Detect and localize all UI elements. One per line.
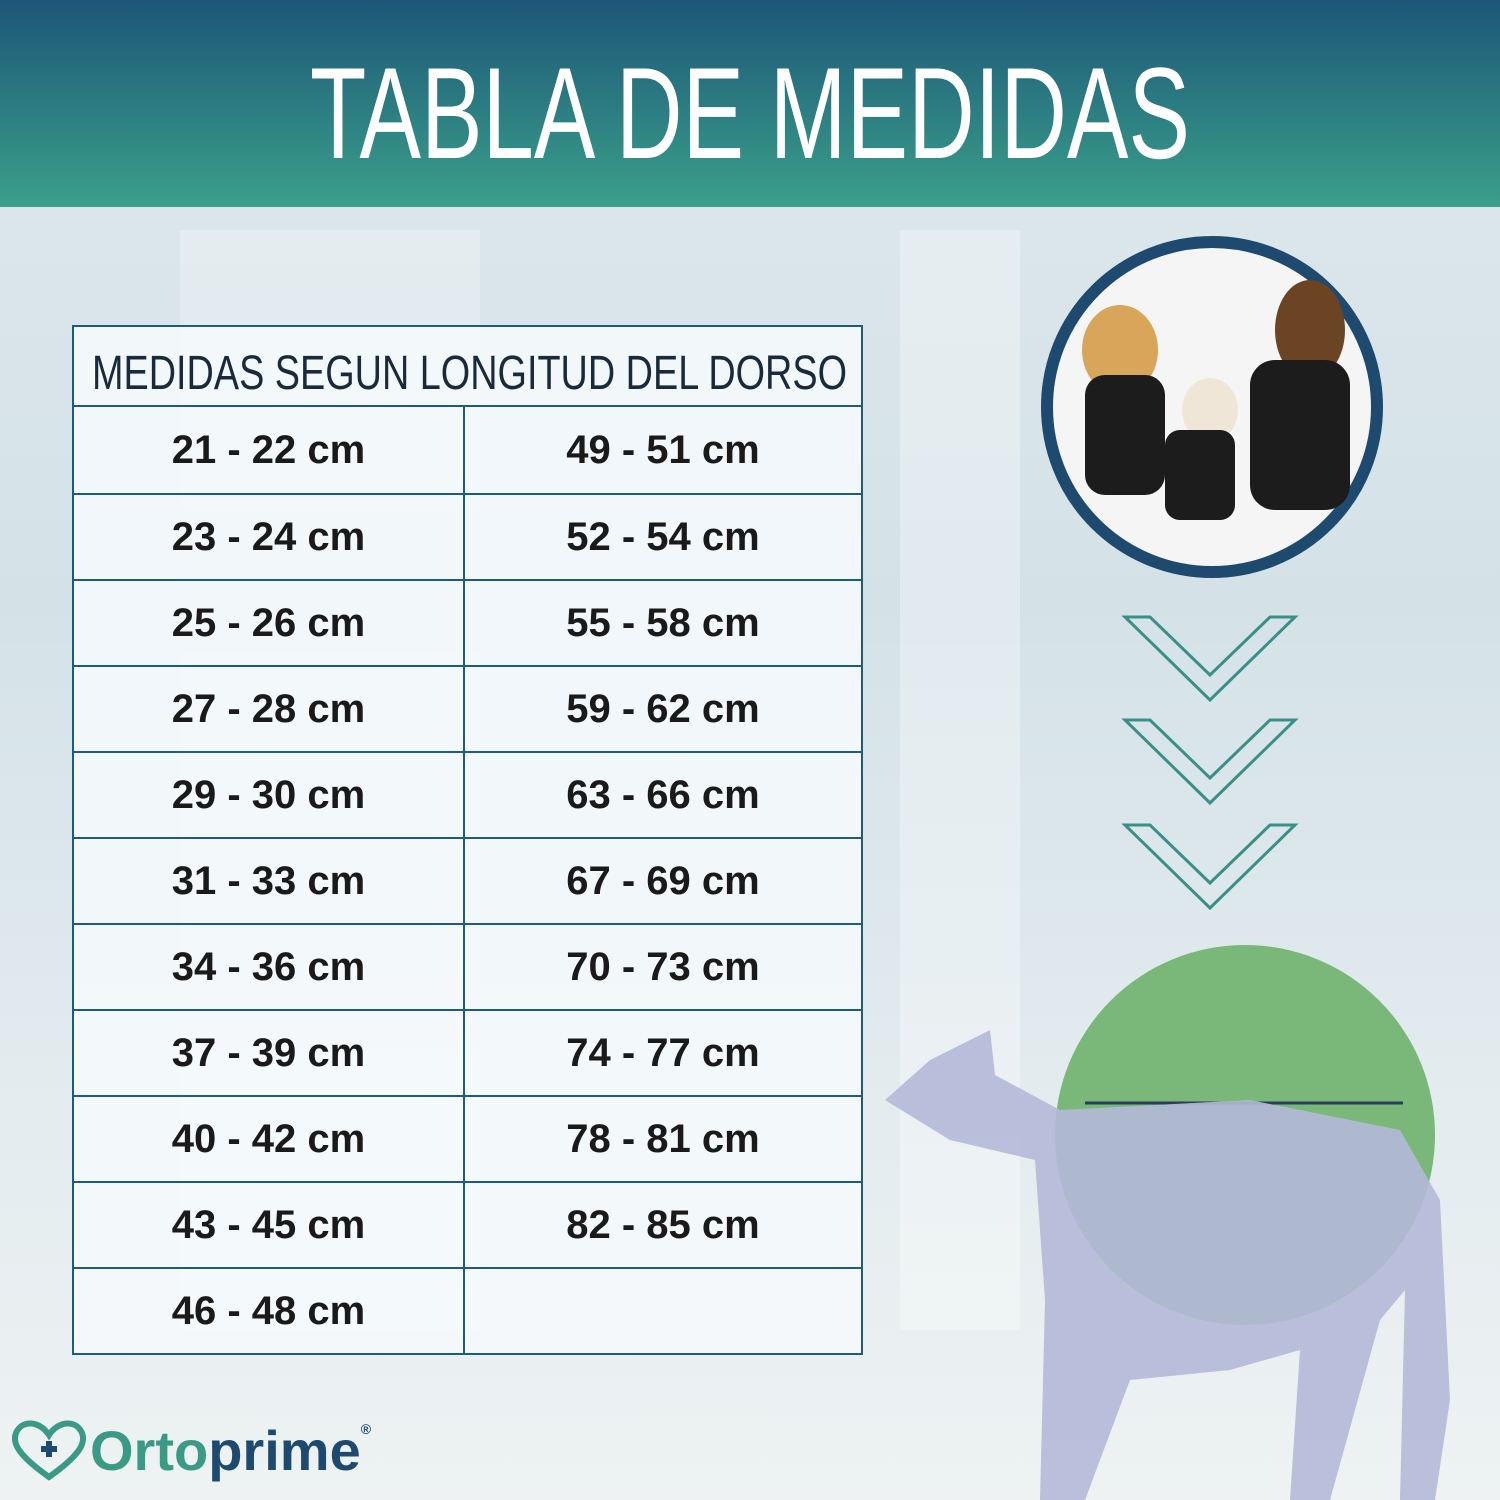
- logo-icon: [11, 1420, 87, 1481]
- table-cell: 31 - 33 cm: [74, 839, 465, 923]
- brand-mark: ®: [360, 1421, 372, 1437]
- page-title: TABLA DE MEDIDAS: [310, 40, 1190, 186]
- brand-logo: Orto prime ®: [8, 1415, 371, 1485]
- dogs: [1082, 280, 1350, 520]
- table-row: 29 - 30 cm 63 - 66 cm: [74, 751, 861, 837]
- table-row: 23 - 24 cm 52 - 54 cm: [74, 493, 861, 579]
- table-cell: 23 - 24 cm: [74, 495, 465, 579]
- table-row: 37 - 39 cm 74 - 77 cm: [74, 1009, 861, 1095]
- table-cell: 27 - 28 cm: [74, 667, 465, 751]
- table-cell: 40 - 42 cm: [74, 1097, 465, 1181]
- table-cell: 63 - 66 cm: [566, 772, 760, 817]
- table-row: 34 - 36 cm 70 - 73 cm: [74, 923, 861, 1009]
- table-cell: 34 - 36 cm: [74, 925, 465, 1009]
- table-row: 43 - 45 cm 82 - 85 cm: [74, 1181, 861, 1267]
- brand-part: Orto: [90, 1418, 209, 1482]
- table-row: 31 - 33 cm 67 - 69 cm: [74, 837, 861, 923]
- table-cell: 29 - 30 cm: [74, 753, 465, 837]
- header-band: [0, 0, 1500, 207]
- table-cell: 25 - 26 cm: [74, 581, 465, 665]
- size-table: MEDIDAS SEGUN LONGITUD DEL DORSO 21 - 22…: [72, 325, 863, 1355]
- table-cell: [465, 1269, 861, 1353]
- table-cell: 70 - 73 cm: [566, 944, 760, 989]
- chevrons: [1121, 615, 1299, 911]
- table-cell: 46 - 48 cm: [74, 1269, 465, 1353]
- table-cell: 82 - 85 cm: [566, 1202, 760, 1247]
- table-row: 25 - 26 cm 55 - 58 cm: [74, 579, 861, 665]
- table-cell: 37 - 39 cm: [74, 1011, 465, 1095]
- brand-part: prime: [208, 1418, 361, 1482]
- table-row: 21 - 22 cm 49 - 51 cm: [74, 407, 861, 493]
- table-cell: 78 - 81 cm: [566, 1116, 760, 1161]
- table-cell: 52 - 54 cm: [566, 514, 760, 559]
- table-row: 40 - 42 cm 78 - 81 cm: [74, 1095, 861, 1181]
- table-cell: 55 - 58 cm: [566, 600, 760, 645]
- table-caption-box: MEDIDAS SEGUN LONGITUD DEL DORSO: [74, 347, 861, 407]
- table-row: 27 - 28 cm 59 - 62 cm: [74, 665, 861, 751]
- table-cell: 21 - 22 cm: [74, 407, 465, 493]
- table-cell: 43 - 45 cm: [74, 1183, 465, 1267]
- table-caption: MEDIDAS SEGUN LONGITUD DEL DORSO: [92, 347, 847, 400]
- table-cell: 67 - 69 cm: [566, 858, 760, 903]
- table-cell: 59 - 62 cm: [566, 686, 760, 731]
- dog-silhouette: [885, 1030, 1450, 1500]
- table-cell: 49 - 51 cm: [566, 427, 760, 472]
- table-row: 46 - 48 cm: [74, 1267, 861, 1353]
- table-body: 21 - 22 cm 49 - 51 cm 23 - 24 cm 52 - 54 cm…: [74, 407, 861, 1353]
- table-cell: 74 - 77 cm: [566, 1030, 760, 1075]
